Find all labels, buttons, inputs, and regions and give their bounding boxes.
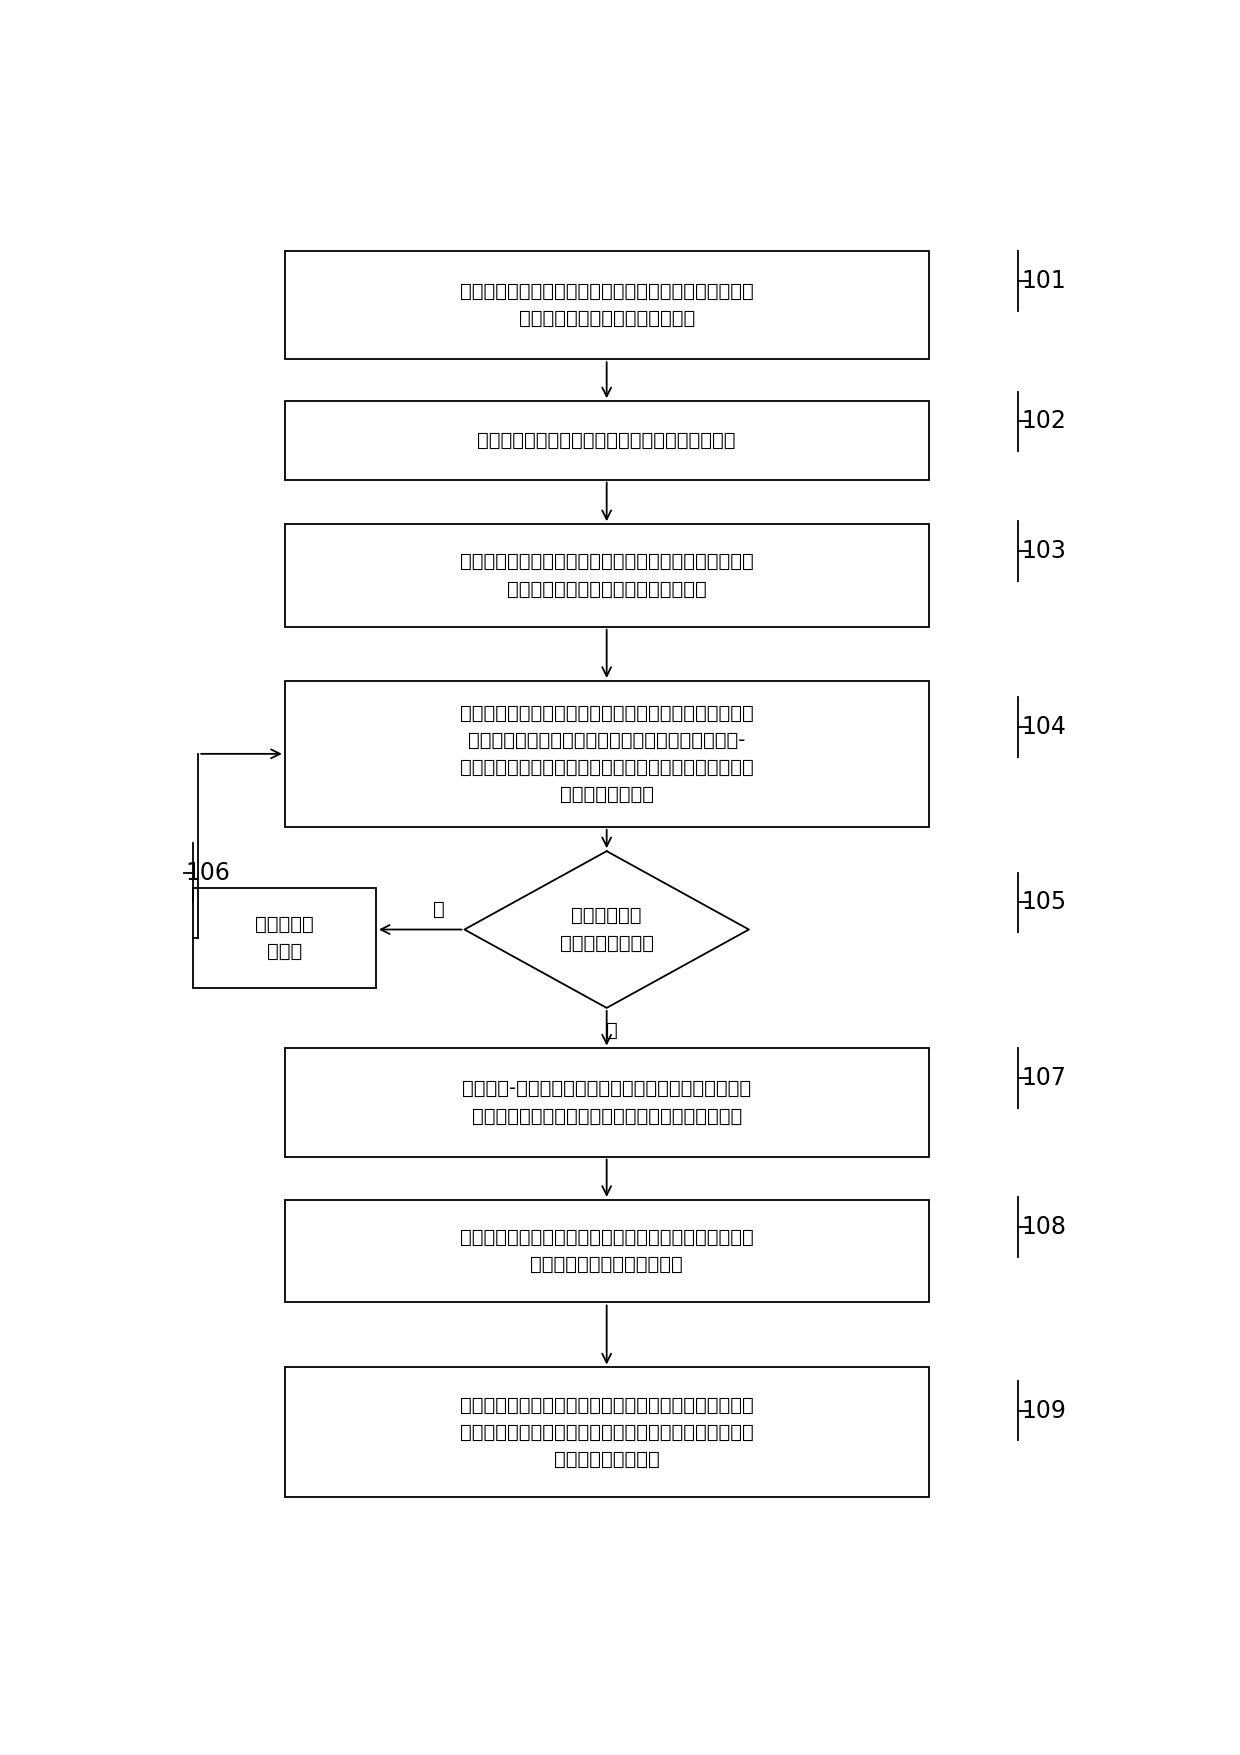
Text: 获取当前时刻导通的测试支路开关的驱动脉冲信号: 获取当前时刻导通的测试支路开关的驱动脉冲信号 <box>477 430 735 449</box>
Text: 108: 108 <box>1022 1214 1066 1239</box>
Bar <box>285 1048 929 1157</box>
Text: 获取当前时刻导通的测试支路开关对应的测试支路上的待
测器件在当前功率循环测试中的壳体表面温度、结温-
饱和压降关系曲线、饱和压降、负载电流和负载电压，并
更新功: 获取当前时刻导通的测试支路开关对应的测试支路上的待 测器件在当前功率循环测试中的… <box>460 704 754 804</box>
Bar <box>285 402 929 479</box>
Bar <box>285 1200 929 1302</box>
Bar <box>285 251 929 360</box>
Text: 根据结温-饱和压降关系曲线和饱和压降确定待测器件的
循环结温，并根据负载电流和负载电压确定功率损耗: 根据结温-饱和压降关系曲线和饱和压降确定待测器件的 循环结温，并根据负载电流和负… <box>463 1079 751 1125</box>
Text: 功率循环次数
小于最大循环次数: 功率循环次数 小于最大循环次数 <box>559 906 653 953</box>
Text: 根据所述循环热阻值、所述循环结温、所述负载电压、所
述初始饱和压降、所述初始结温和所述初始热阻值确定是
否结束功率循环测试: 根据所述循环热阻值、所述循环结温、所述负载电压、所 述初始饱和压降、所述初始结温… <box>460 1395 754 1469</box>
Text: 104: 104 <box>1022 714 1066 739</box>
Bar <box>285 681 929 827</box>
Text: 是: 是 <box>605 1021 618 1041</box>
Text: 根据当前时刻导通的测试支路开关的驱动脉冲信号确定下
一条要导通的测试支路的驱动脉冲信号: 根据当前时刻导通的测试支路开关的驱动脉冲信号确定下 一条要导通的测试支路的驱动脉… <box>460 553 754 598</box>
Text: 结束功率循
环测试: 结束功率循 环测试 <box>255 914 314 960</box>
Text: 获取待测器件的初始饱和压降、初始结温和初始热阻、当
前的功率循环次数及最大循环次数: 获取待测器件的初始饱和压降、初始结温和初始热阻、当 前的功率循环次数及最大循环次… <box>460 283 754 328</box>
Text: 否: 否 <box>433 900 444 918</box>
Text: 106: 106 <box>186 860 231 885</box>
Text: 109: 109 <box>1022 1399 1066 1423</box>
Text: 根据所述循环结温、所述功率损耗和所述壳体表面温度确
定所述待测器件的循环热阻值: 根据所述循环结温、所述功率损耗和所述壳体表面温度确 定所述待测器件的循环热阻值 <box>460 1228 754 1274</box>
Text: 103: 103 <box>1022 539 1066 563</box>
Text: 101: 101 <box>1022 269 1066 293</box>
Text: 102: 102 <box>1022 409 1066 433</box>
Bar <box>193 888 376 988</box>
Text: 105: 105 <box>1022 890 1066 914</box>
Bar <box>285 525 929 627</box>
Bar <box>285 1367 929 1497</box>
Text: 107: 107 <box>1022 1067 1066 1090</box>
